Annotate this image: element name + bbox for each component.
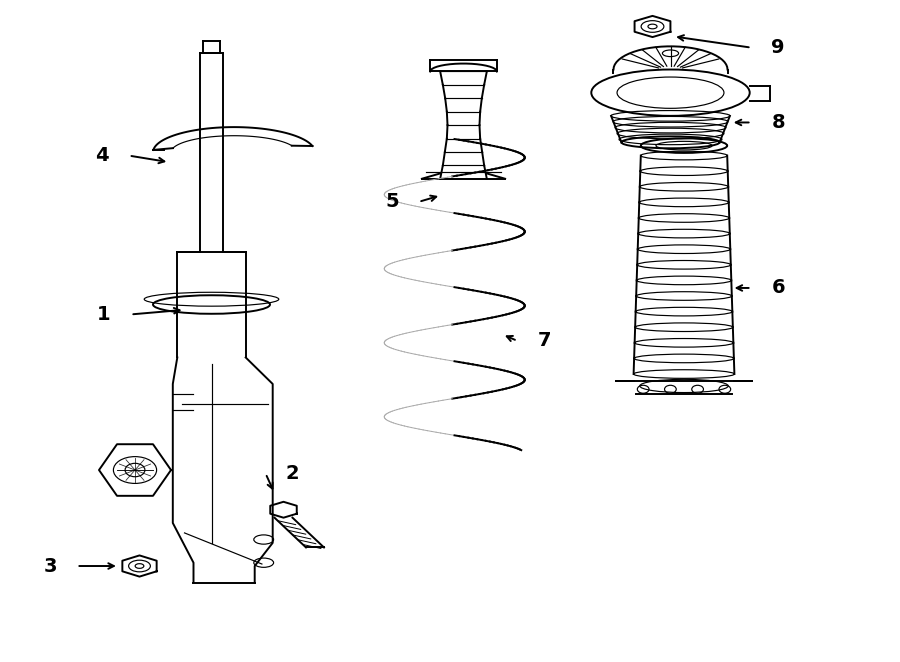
Text: 4: 4: [95, 146, 109, 165]
Text: 1: 1: [97, 305, 111, 324]
Text: 5: 5: [385, 193, 399, 211]
Text: 6: 6: [771, 279, 785, 297]
Text: 8: 8: [771, 113, 785, 132]
Text: 9: 9: [771, 38, 785, 57]
Text: 2: 2: [285, 464, 299, 483]
Text: 3: 3: [43, 557, 57, 575]
Text: 7: 7: [537, 332, 551, 350]
